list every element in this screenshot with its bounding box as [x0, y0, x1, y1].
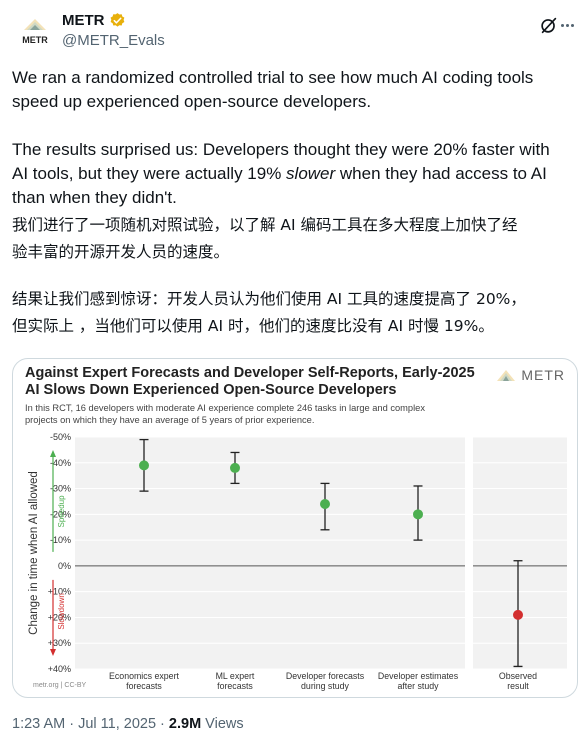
y-tick-label: -20%: [50, 509, 71, 519]
tweet-fragment: AI tools, but they were actually 19%: [12, 164, 287, 183]
tweet-header: METR METR @METR_Evals: [16, 10, 574, 54]
chart-title-line: Against Expert Forecasts and Developer S…: [25, 365, 475, 381]
y-tick-label: -40%: [50, 458, 71, 468]
chart-title: Against Expert Forecasts and Developer S…: [25, 365, 515, 399]
avatar-text: METR: [22, 35, 48, 45]
observed-panel: [473, 437, 567, 669]
x-category-label: result: [507, 681, 529, 691]
avatar[interactable]: METR: [16, 10, 54, 48]
chart-card[interactable]: Against Expert Forecasts and Developer S…: [12, 358, 578, 698]
chart-plot: -50% -40% -30% -20% -10% 0% +10% +20% +30% +40% Ch…: [28, 432, 567, 691]
verified-badge-icon[interactable]: [109, 12, 126, 29]
tweet-timestamp[interactable]: 1:23 AM · Jul 11, 2025 ·: [12, 716, 169, 732]
forecast-panel: [75, 437, 465, 669]
x-category-label: ML expert: [216, 671, 255, 681]
tweet-footer: 1:23 AM · Jul 11, 2025 · 2.9M Views: [12, 716, 244, 732]
tweet-line: than when they didn't.: [12, 188, 177, 207]
tweet-line: We ran a randomized controlled trial to …: [12, 68, 534, 87]
more-options-icon[interactable]: [556, 14, 578, 36]
chart-subtitle: In this RCT, 16 developers with moderate…: [25, 402, 515, 426]
tweet-text: We ran a randomized controlled trial to …: [12, 66, 577, 340]
x-category-label: forecasts: [217, 681, 253, 691]
y-tick-label: -10%: [50, 535, 71, 545]
tweet-line: The results surprised us: Developers tho…: [12, 140, 550, 159]
tweet-line: speed up experienced open-source develop…: [12, 92, 372, 111]
x-category-label: Developer forecasts: [286, 671, 365, 681]
slowdown-label: Slowdown: [57, 593, 66, 629]
handle[interactable]: @METR_Evals: [62, 32, 165, 49]
display-name[interactable]: METR: [62, 12, 105, 29]
data-point: [139, 460, 149, 471]
views-label: Views: [201, 716, 244, 732]
name-row: METR: [62, 12, 126, 29]
slowdown-arrowhead: [50, 649, 56, 656]
chart-logo: METR: [496, 367, 565, 383]
y-tick-label: +20%: [48, 612, 71, 622]
x-category-label: forecasts: [126, 681, 162, 691]
data-point: [230, 462, 240, 473]
tweet-emphasis: slower: [286, 164, 336, 183]
x-category-label: Observed: [499, 671, 537, 681]
chart-title-line: AI Slows Down Experienced Open-Source De…: [25, 382, 397, 398]
data-point: [513, 609, 523, 620]
x-category-label: Economics expert: [109, 671, 179, 681]
chart-subtitle-line: projects on which they have an average o…: [25, 415, 315, 425]
tweet-line-cn: 验丰富的开源开发人员的速度。: [12, 243, 230, 261]
chart-logo-text: METR: [521, 367, 565, 383]
y-tick-label: -50%: [50, 432, 71, 442]
y-tick-label: 0%: [58, 561, 71, 571]
x-category-label: after study: [397, 681, 439, 691]
tweet-fragment: when they had access to AI: [335, 164, 547, 183]
y-axis-label: Change in time when AI allowed: [28, 471, 40, 635]
tweet-line-cn: 结果让我们感到惊讶：开发人员认为他们使用 AI 工具的速度提高了 20%，: [12, 290, 526, 308]
data-point: [413, 509, 423, 520]
speedup-label: Speedup: [57, 495, 66, 528]
x-category-label: during study: [301, 681, 350, 691]
x-category-label: Developer estimates: [378, 671, 459, 681]
data-point: [320, 499, 330, 510]
y-tick-label: +40%: [48, 664, 71, 674]
y-tick-label: -30%: [50, 484, 71, 494]
y-tick-label: +30%: [48, 638, 71, 648]
chart-subtitle-line: In this RCT, 16 developers with moderate…: [25, 403, 425, 413]
tweet-line-cn: 我们进行了一项随机对照试验，以了解 AI 编码工具在多大程度上加快了经: [12, 216, 518, 234]
metr-logo-icon: [497, 370, 516, 381]
tweet-line-cn: 但实际上 ，当他们可以使用 AI 时，他们的速度比没有 AI 时慢 19%。: [12, 317, 494, 335]
metr-logo-icon: METR: [22, 19, 48, 45]
views-count: 2.9M: [168, 716, 202, 732]
grok-icon[interactable]: [538, 14, 560, 36]
tweet-line: AI tools, but they were actually 19% slo…: [12, 162, 577, 186]
y-tick-label: +10%: [48, 587, 71, 597]
chart-source: metr.org | CC-BY: [33, 682, 86, 689]
speedup-arrowhead: [50, 450, 56, 457]
